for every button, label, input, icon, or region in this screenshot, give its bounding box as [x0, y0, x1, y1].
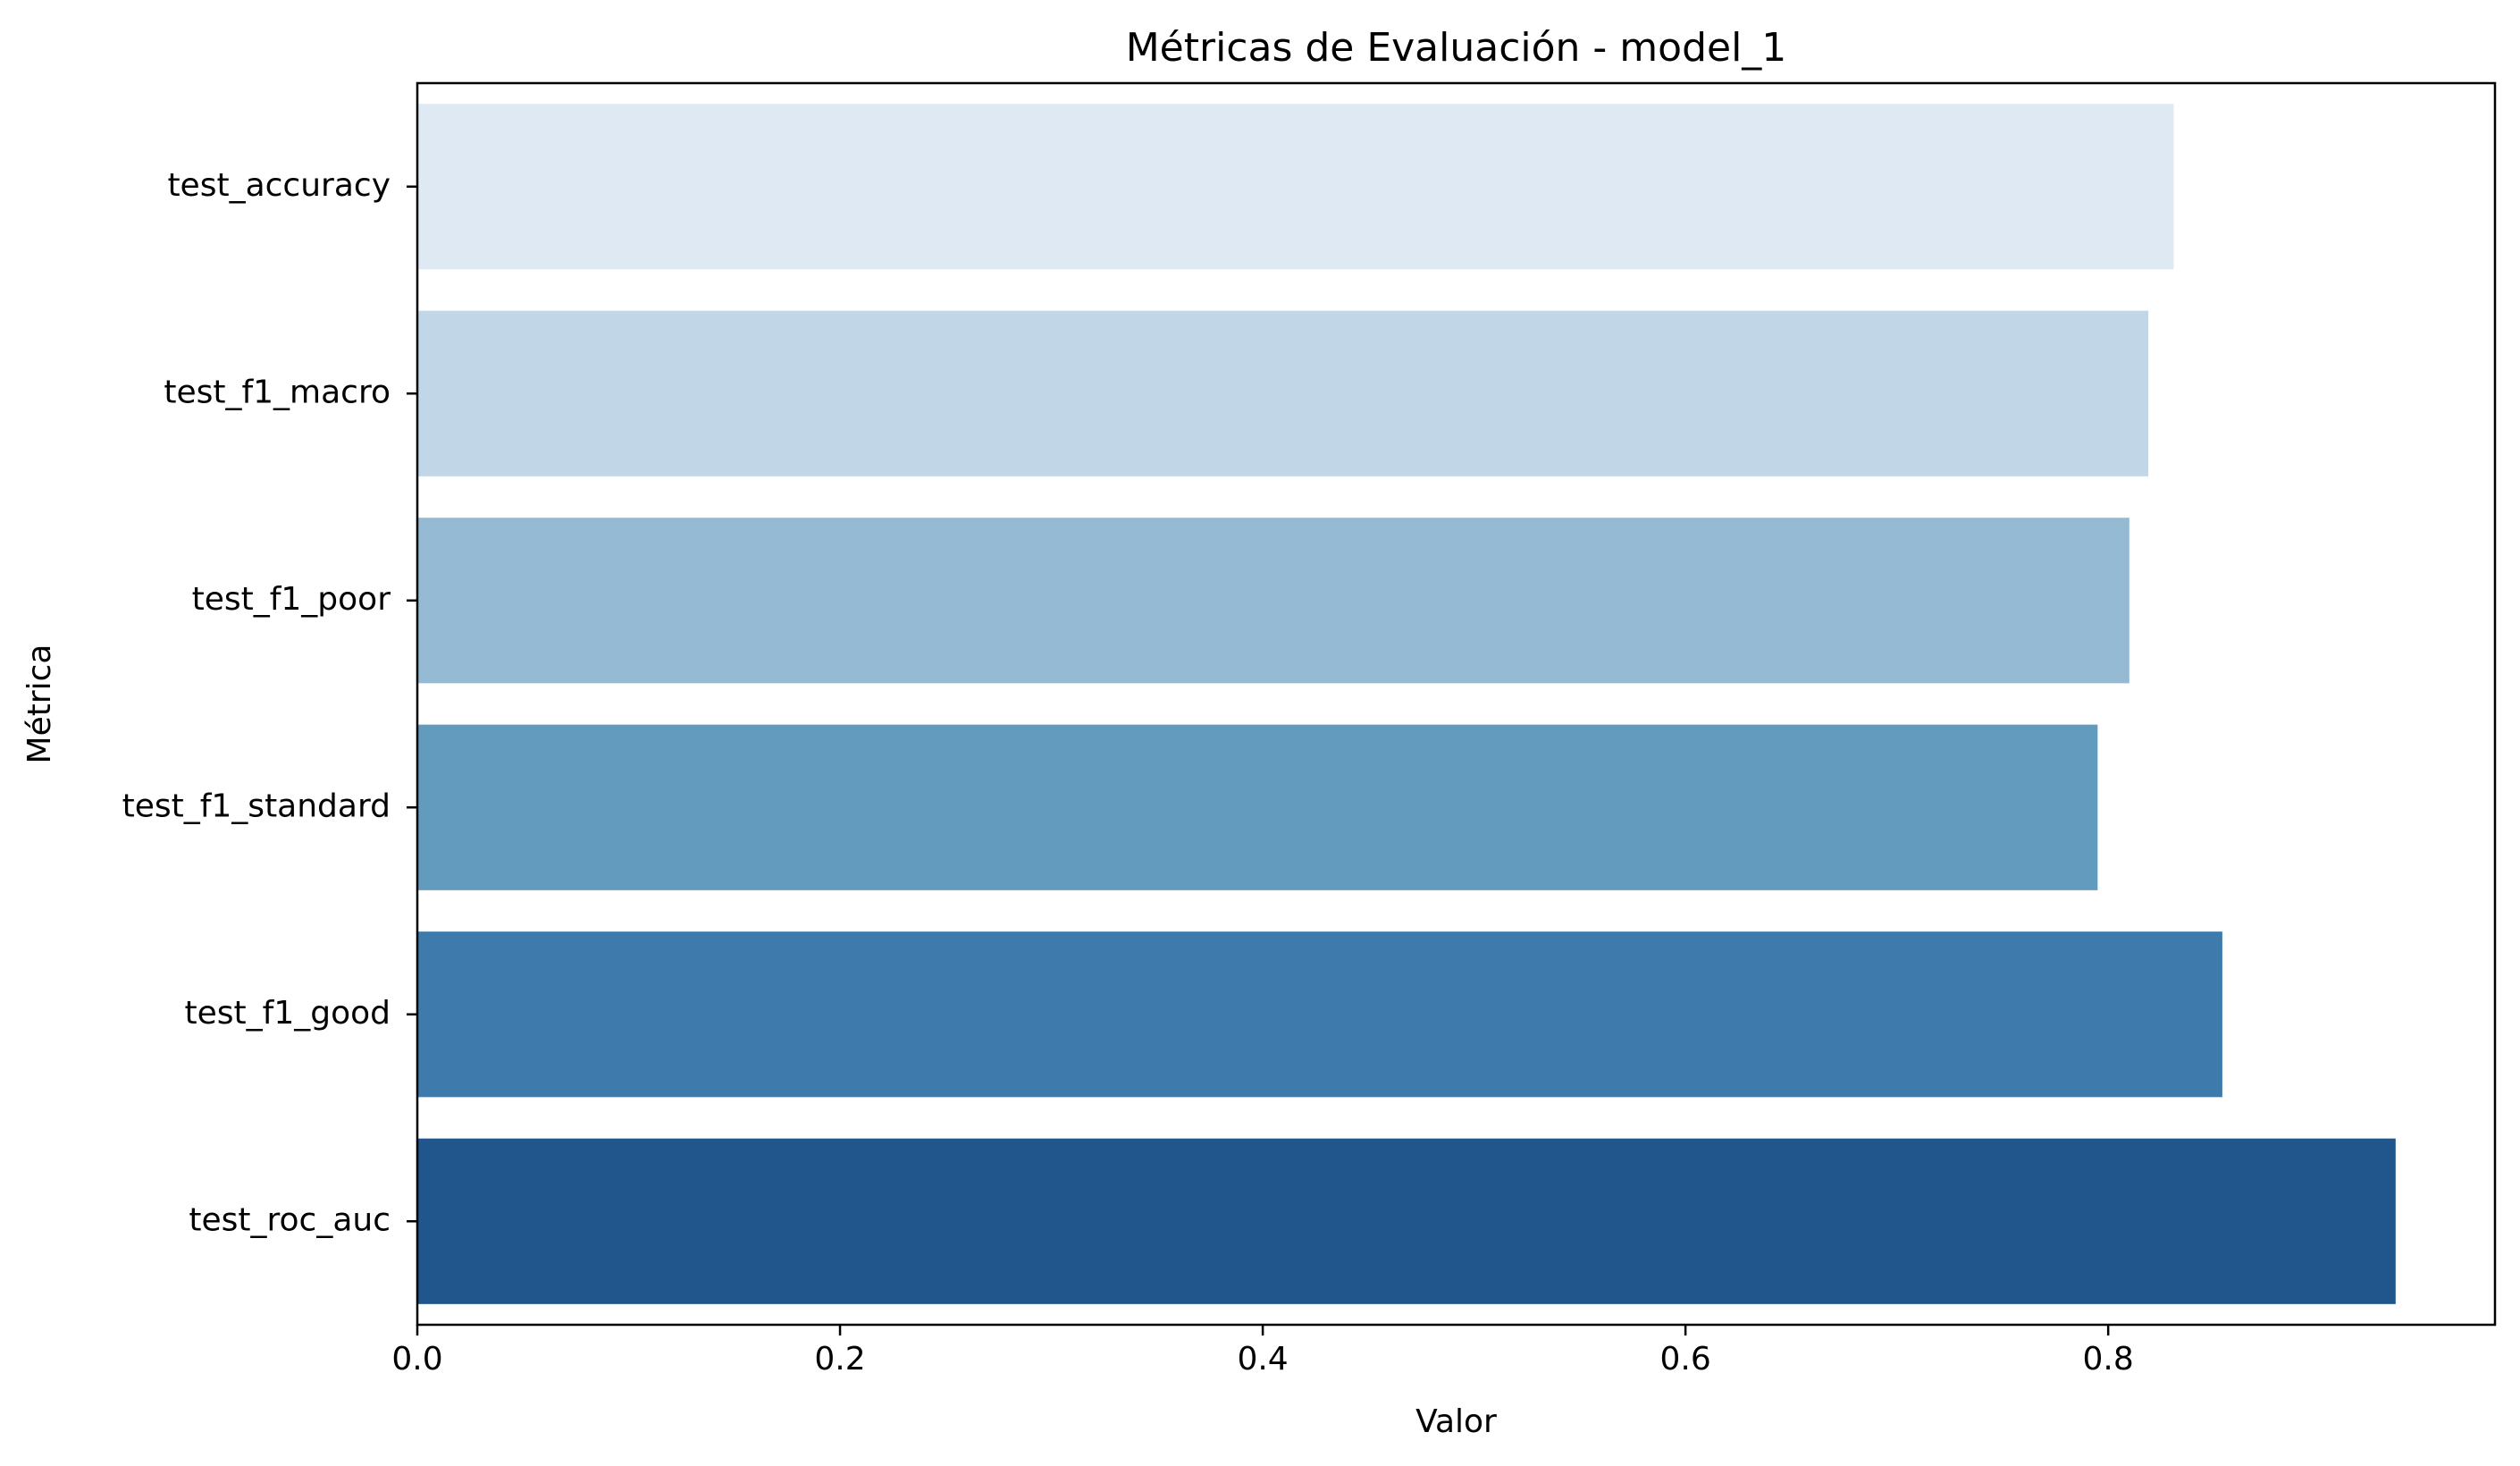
y-tick-label: test_f1_poor — [192, 581, 391, 618]
bar-test-roc-auc — [417, 1138, 2396, 1304]
y-tick-label: test_f1_good — [185, 995, 391, 1032]
bars — [417, 104, 2396, 1304]
bar-test-f1-macro — [417, 310, 2149, 476]
x-tick-label: 0.2 — [814, 1341, 865, 1378]
x-tick-label: 0.8 — [2083, 1341, 2134, 1378]
bar-test-f1-standard — [417, 724, 2098, 890]
x-tick-label: 0.0 — [391, 1341, 442, 1378]
y-tick-label: test_f1_standard — [122, 788, 391, 824]
y-tick-label: test_roc_auc — [189, 1201, 391, 1238]
bar-test-f1-good — [417, 931, 2222, 1098]
axes-frame — [416, 81, 2497, 1327]
bar-test-f1-poor — [417, 518, 2129, 684]
chart-title: Métricas de Evaluación - model_1 — [1126, 25, 1787, 71]
bar-test-accuracy — [417, 104, 2174, 270]
x-tick-label: 0.6 — [1659, 1341, 1710, 1378]
y-tick-label: test_accuracy — [167, 167, 391, 204]
x-axis-label: Valor — [1415, 1403, 1497, 1440]
y-axis-ticks: test_accuracy test_f1_macro test_f1_poorte… — [122, 167, 417, 1238]
y-axis-label: Métrica — [21, 645, 58, 764]
x-tick-label: 0.4 — [1237, 1341, 1288, 1378]
x-axis-ticks: 0.0 0.2 0.4 0.6 0.8 — [391, 1325, 2134, 1378]
y-tick-label: test_f1_macro — [164, 374, 391, 410]
